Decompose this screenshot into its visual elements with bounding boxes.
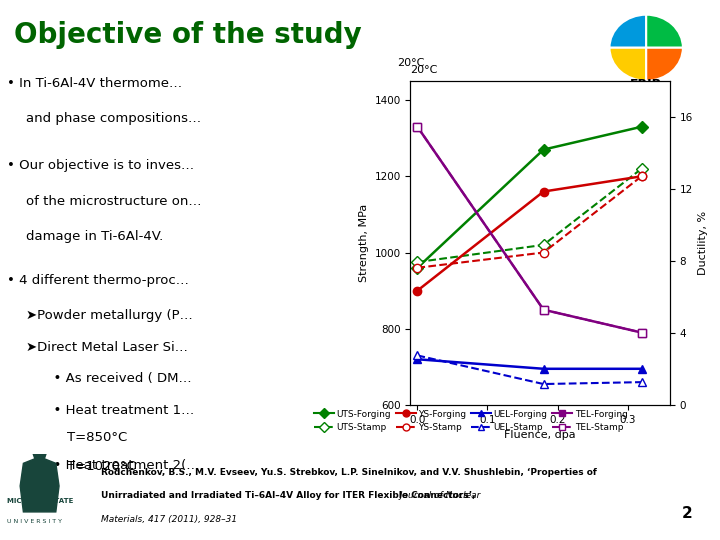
Text: T=850°C: T=850°C <box>67 431 127 444</box>
Wedge shape <box>609 48 647 81</box>
Text: 20°C: 20°C <box>397 58 425 68</box>
Text: Unirradiated and Irradiated Ti–6Al–4V Alloy for ITER Flexible Connectors’,: Unirradiated and Irradiated Ti–6Al–4V Al… <box>101 491 475 500</box>
Text: MICHIGAN STATE: MICHIGAN STATE <box>7 498 73 504</box>
Text: Materials, 417 (2011), 928–31: Materials, 417 (2011), 928–31 <box>101 515 237 524</box>
Text: of the microstructure on…: of the microstructure on… <box>26 195 202 208</box>
Text: 20°C: 20°C <box>410 65 438 75</box>
Text: U N I V E R S I T Y: U N I V E R S I T Y <box>7 519 62 524</box>
Text: • Heat treatment 1…: • Heat treatment 1… <box>45 404 194 417</box>
Polygon shape <box>33 454 46 463</box>
Text: Rodchenkov, B.S., M.V. Evseev, Yu.S. Strebkov, L.P. Sinelnikov, and V.V. Shushle: Rodchenkov, B.S., M.V. Evseev, Yu.S. Str… <box>101 468 597 477</box>
Text: • 4 different thermo-proc…: • 4 different thermo-proc… <box>7 274 189 287</box>
Wedge shape <box>647 15 683 48</box>
Text: Objective of the study: Objective of the study <box>14 21 362 49</box>
Text: Journal of Nuclear: Journal of Nuclear <box>397 491 481 500</box>
Text: T=1020°C: T=1020°C <box>67 460 136 474</box>
Text: and phase compositions…: and phase compositions… <box>26 112 201 125</box>
Text: ➤Direct Metal Laser Si…: ➤Direct Metal Laser Si… <box>26 341 188 354</box>
Text: • In Ti-6Al-4V thermome…: • In Ti-6Al-4V thermome… <box>7 77 182 90</box>
Text: • Heat treatment 2(…: • Heat treatment 2(… <box>45 459 199 472</box>
Wedge shape <box>647 48 683 81</box>
Y-axis label: Ductility, %: Ductility, % <box>698 211 708 275</box>
Text: damage in Ti-6Al-4V.: damage in Ti-6Al-4V. <box>26 231 163 244</box>
Wedge shape <box>609 15 647 48</box>
Polygon shape <box>20 457 59 512</box>
X-axis label: Fluence, dpa: Fluence, dpa <box>504 430 576 440</box>
Text: • As received ( DM…: • As received ( DM… <box>45 372 192 385</box>
Text: • Our objective is to inves…: • Our objective is to inves… <box>7 159 194 172</box>
Legend: UTS-Forging, UTS-Stamp, YS-Forging, YS-Stamp, UEL-Forging, UEL-Stamp, TEL-Forgin: UTS-Forging, UTS-Stamp, YS-Forging, YS-S… <box>314 409 628 432</box>
Y-axis label: Strength, MPa: Strength, MPa <box>359 204 369 282</box>
Text: ➤Powder metallurgy (P…: ➤Powder metallurgy (P… <box>26 309 193 322</box>
Text: 2: 2 <box>683 505 693 521</box>
Text: FRIB: FRIB <box>630 78 662 91</box>
